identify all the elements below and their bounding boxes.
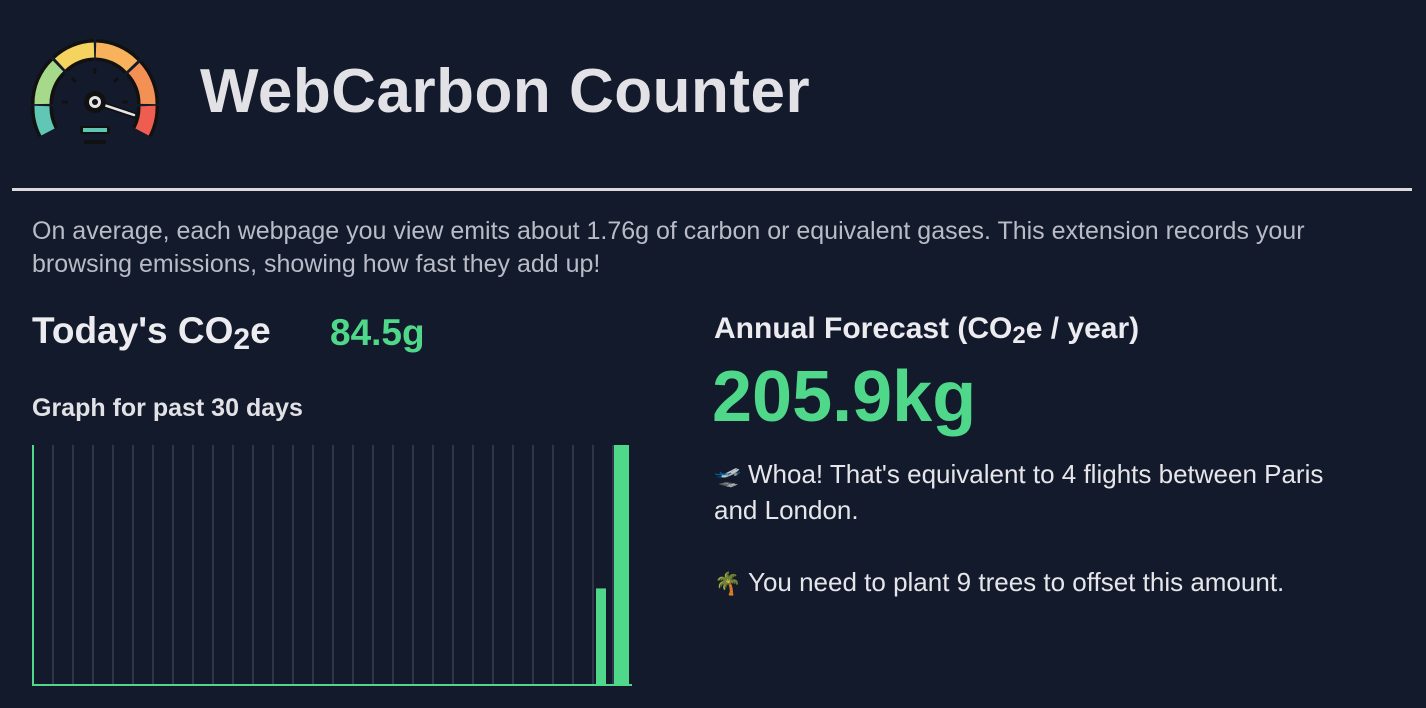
palm-tree-icon: 🌴 — [714, 571, 742, 596]
annual-forecast-label: Annual Forecast (CO2e / year) — [714, 312, 1140, 349]
flight-equivalent-fact: 🛫 Whoa! That's equivalent to 4 flights be… — [714, 457, 1354, 527]
emissions-bar-chart — [32, 445, 632, 686]
header: WebCarbon Counter — [0, 0, 1426, 190]
app-title: WebCarbon Counter — [200, 57, 811, 126]
intro-text: On average, each webpage you view emits … — [32, 217, 1305, 278]
today-co2-label: Today's CO2e — [32, 310, 271, 356]
trees-offset-text: You need to plant 9 trees to offset this… — [748, 567, 1285, 597]
today-co2-value: 84.5g — [330, 312, 425, 353]
airplane-icon: 🛫 — [714, 463, 742, 488]
graph-label: Graph for past 30 days — [32, 394, 303, 422]
chart-bar — [614, 445, 629, 685]
header-divider — [12, 188, 1412, 191]
flight-equivalent-text: Whoa! That's equivalent to 4 flights bet… — [714, 459, 1324, 525]
trees-offset-fact: 🌴 You need to plant 9 trees to offset thi… — [714, 565, 1354, 601]
speedometer-gauge-icon — [31, 39, 159, 144]
annual-forecast-value: 205.9kg — [712, 357, 977, 437]
chart-bar — [596, 588, 606, 685]
